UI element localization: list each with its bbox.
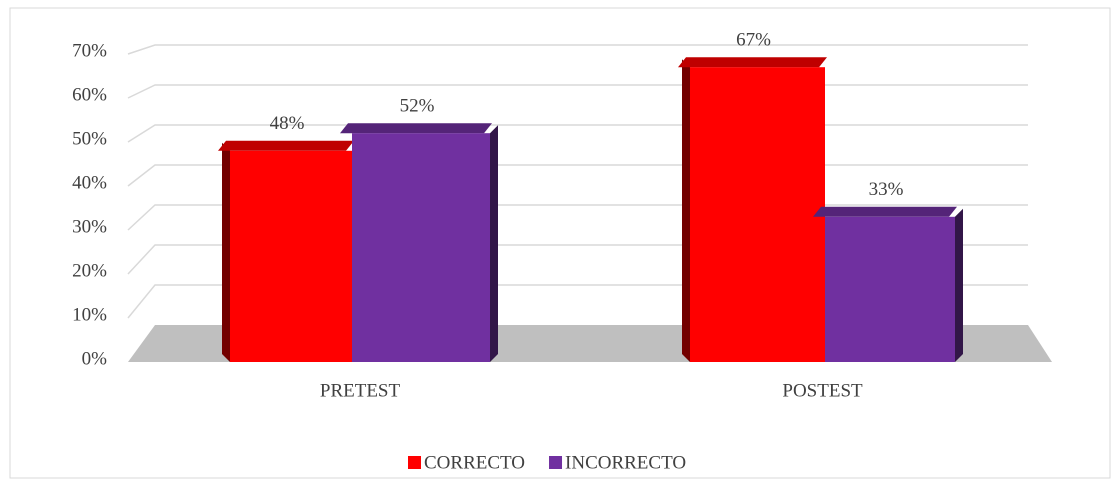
y-tick-label: 40% xyxy=(72,172,107,193)
grid-line xyxy=(127,44,1028,55)
y-tick-label: 0% xyxy=(82,348,108,369)
x-tick-label: POSTEST xyxy=(782,380,863,401)
bar-front xyxy=(230,150,352,362)
y-tick-label: 20% xyxy=(72,260,107,281)
legend-swatch xyxy=(408,456,421,469)
y-tick-label: 70% xyxy=(72,40,107,61)
bar xyxy=(678,57,827,362)
bar xyxy=(340,123,498,362)
y-tick-label: 50% xyxy=(72,128,107,149)
bar-side xyxy=(955,208,963,362)
bar-side xyxy=(490,125,498,362)
bar-front xyxy=(690,67,825,362)
value-label: 33% xyxy=(869,179,904,200)
legend-swatch xyxy=(549,456,563,469)
bar-front xyxy=(352,133,490,362)
value-label: 48% xyxy=(270,113,305,134)
bar-front xyxy=(825,216,955,362)
value-label: 52% xyxy=(400,96,435,117)
bar-top xyxy=(813,206,957,217)
y-tick-label: 30% xyxy=(72,216,107,237)
bar-top xyxy=(340,123,492,134)
y-tick-label: 60% xyxy=(72,84,107,105)
bar xyxy=(218,140,354,362)
legend-label: INCORRECTO xyxy=(565,452,686,473)
value-label: 67% xyxy=(736,30,771,51)
legend-label: CORRECTO xyxy=(424,452,525,473)
y-tick-label: 10% xyxy=(72,304,107,325)
x-tick-label: PRETEST xyxy=(320,380,401,401)
bar-side xyxy=(222,142,230,362)
bar xyxy=(813,206,963,362)
bar-side xyxy=(682,59,690,362)
bar-top xyxy=(678,57,827,68)
bar-top xyxy=(218,140,354,151)
